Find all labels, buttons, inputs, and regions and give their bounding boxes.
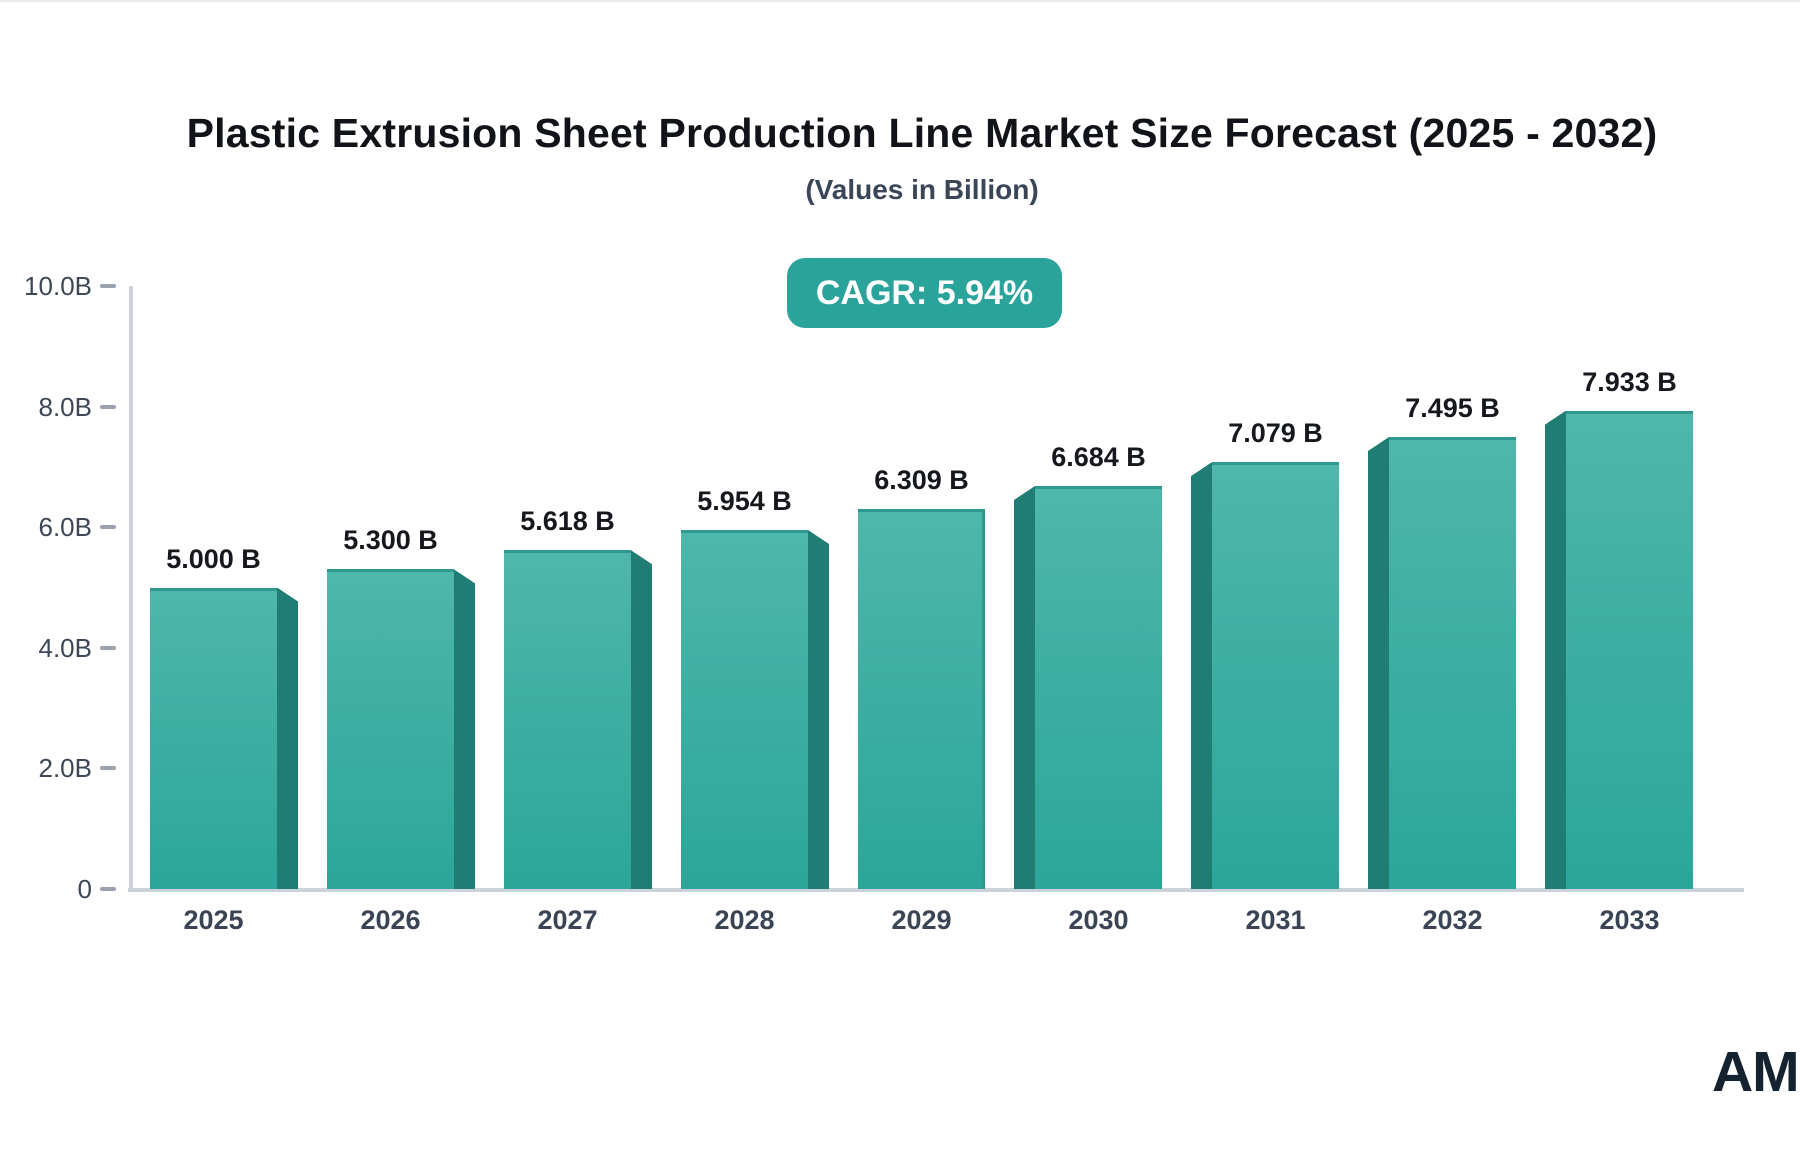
x-axis-label: 2031 bbox=[1245, 905, 1306, 935]
bar-2029 bbox=[858, 508, 985, 889]
y-axis-tick-mark bbox=[100, 404, 116, 409]
bar-value-label: 6.684 B bbox=[1051, 441, 1146, 472]
amr-logo-text: AMR bbox=[1712, 1040, 1800, 1104]
bar-value-label: 5.618 B bbox=[520, 506, 615, 537]
bar-value-label: 5.000 B bbox=[166, 543, 261, 574]
bar-2025 bbox=[150, 587, 277, 889]
y-axis-tick-mark bbox=[100, 887, 116, 891]
bar-value-label: 6.309 B bbox=[874, 464, 969, 495]
x-axis-label: 2025 bbox=[183, 905, 244, 935]
chart-subtitle: (Values in Billion) bbox=[805, 174, 1039, 205]
bar-2030 bbox=[1035, 485, 1162, 889]
y-axis-tick-label: 10.0B bbox=[24, 271, 92, 301]
x-axis-baseline bbox=[128, 888, 1744, 892]
bar-side-face bbox=[1191, 462, 1212, 889]
x-axis-label: 2030 bbox=[1068, 905, 1129, 935]
bar-2027 bbox=[504, 550, 631, 889]
bar-side-face bbox=[277, 587, 298, 889]
chart-title: Plastic Extrusion Sheet Production Line … bbox=[186, 110, 1658, 156]
y-axis-tick-label: 6.0B bbox=[38, 512, 93, 543]
bar-2031 bbox=[1212, 462, 1339, 889]
bar-2032 bbox=[1389, 437, 1516, 889]
cagr-badge: CAGR: 5.94% bbox=[787, 258, 1062, 328]
bar-side-face bbox=[1545, 410, 1566, 889]
bar-2033 bbox=[1566, 410, 1693, 889]
y-axis-tick-mark bbox=[100, 645, 116, 650]
y-axis-tick-mark bbox=[100, 766, 116, 771]
bar-side-face bbox=[1014, 485, 1035, 889]
y-axis-tick-label: 8.0B bbox=[38, 391, 93, 422]
x-axis-label: 2028 bbox=[714, 905, 775, 935]
bar-value-label: 7.495 B bbox=[1405, 393, 1500, 424]
y-axis-line bbox=[129, 286, 133, 892]
bar-value-label: 7.933 B bbox=[1582, 366, 1677, 397]
bar-value-label: 5.300 B bbox=[343, 525, 438, 556]
bar-2026 bbox=[327, 569, 454, 889]
y-axis-tick-label: 0 bbox=[77, 874, 92, 904]
bar-value-label: 5.954 B bbox=[697, 485, 792, 516]
bar-value-label: 7.079 B bbox=[1228, 418, 1323, 449]
y-axis-tick-label: 2.0B bbox=[38, 753, 93, 784]
bar-side-face bbox=[631, 550, 652, 889]
y-axis-tick-mark bbox=[100, 525, 116, 530]
y-axis-tick-mark bbox=[100, 284, 116, 288]
x-axis-label: 2027 bbox=[537, 905, 598, 935]
bar-side-face bbox=[454, 569, 475, 889]
bar-2028 bbox=[681, 529, 808, 889]
x-axis-label: 2032 bbox=[1422, 905, 1483, 935]
x-axis-label: 2026 bbox=[360, 905, 421, 935]
bar-side-face bbox=[808, 529, 829, 889]
x-axis-label: 2029 bbox=[891, 905, 952, 935]
y-axis-tick-label: 4.0B bbox=[38, 632, 93, 663]
x-axis-label: 2033 bbox=[1599, 905, 1660, 935]
bar-side-face bbox=[1368, 437, 1389, 889]
